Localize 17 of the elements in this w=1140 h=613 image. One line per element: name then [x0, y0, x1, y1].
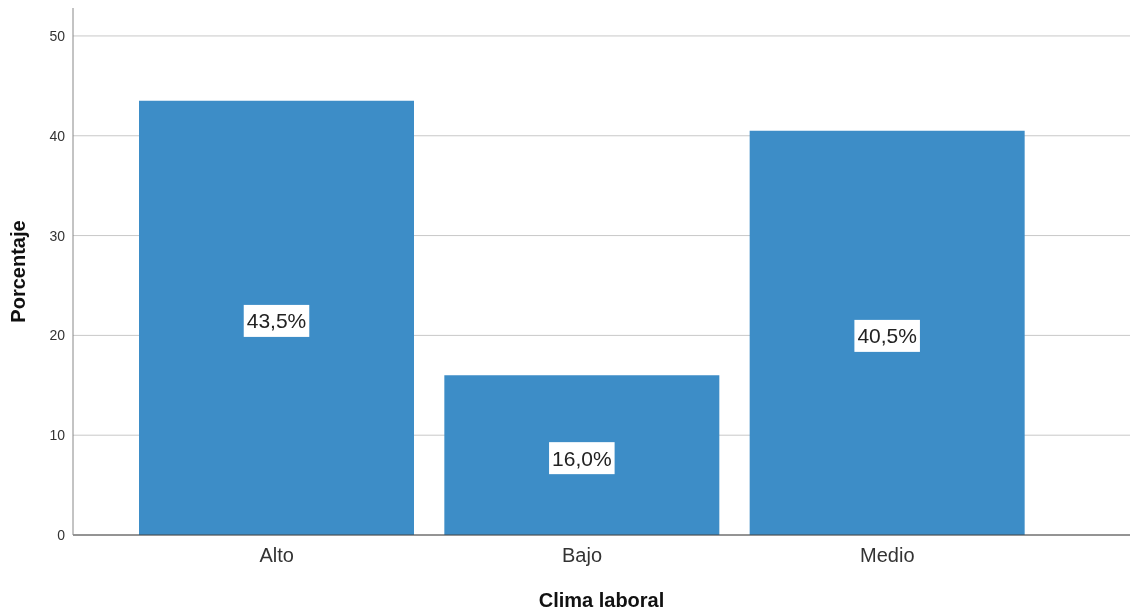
y-tick-label: 30: [49, 227, 66, 244]
data-label: 16,0%: [552, 446, 612, 470]
data-label: 40,5%: [857, 324, 917, 348]
x-axis-title: Clima laboral: [538, 589, 665, 611]
y-tick-label: 40: [49, 127, 66, 144]
x-tick-label: Medio: [860, 544, 915, 567]
bar: [749, 130, 1025, 535]
y-tick-label: 10: [49, 427, 66, 444]
bar: [444, 375, 720, 535]
data-label: 43,5%: [246, 309, 307, 333]
y-axis-title: Porcentaje: [7, 220, 29, 323]
y-tick-label: 0: [57, 526, 66, 543]
bar: [139, 100, 414, 535]
x-tick-label: Bajo: [561, 544, 603, 567]
y-tick-label: 20: [49, 327, 66, 344]
y-tick-label: 50: [49, 27, 66, 44]
x-tick-label: Alto: [259, 544, 294, 567]
